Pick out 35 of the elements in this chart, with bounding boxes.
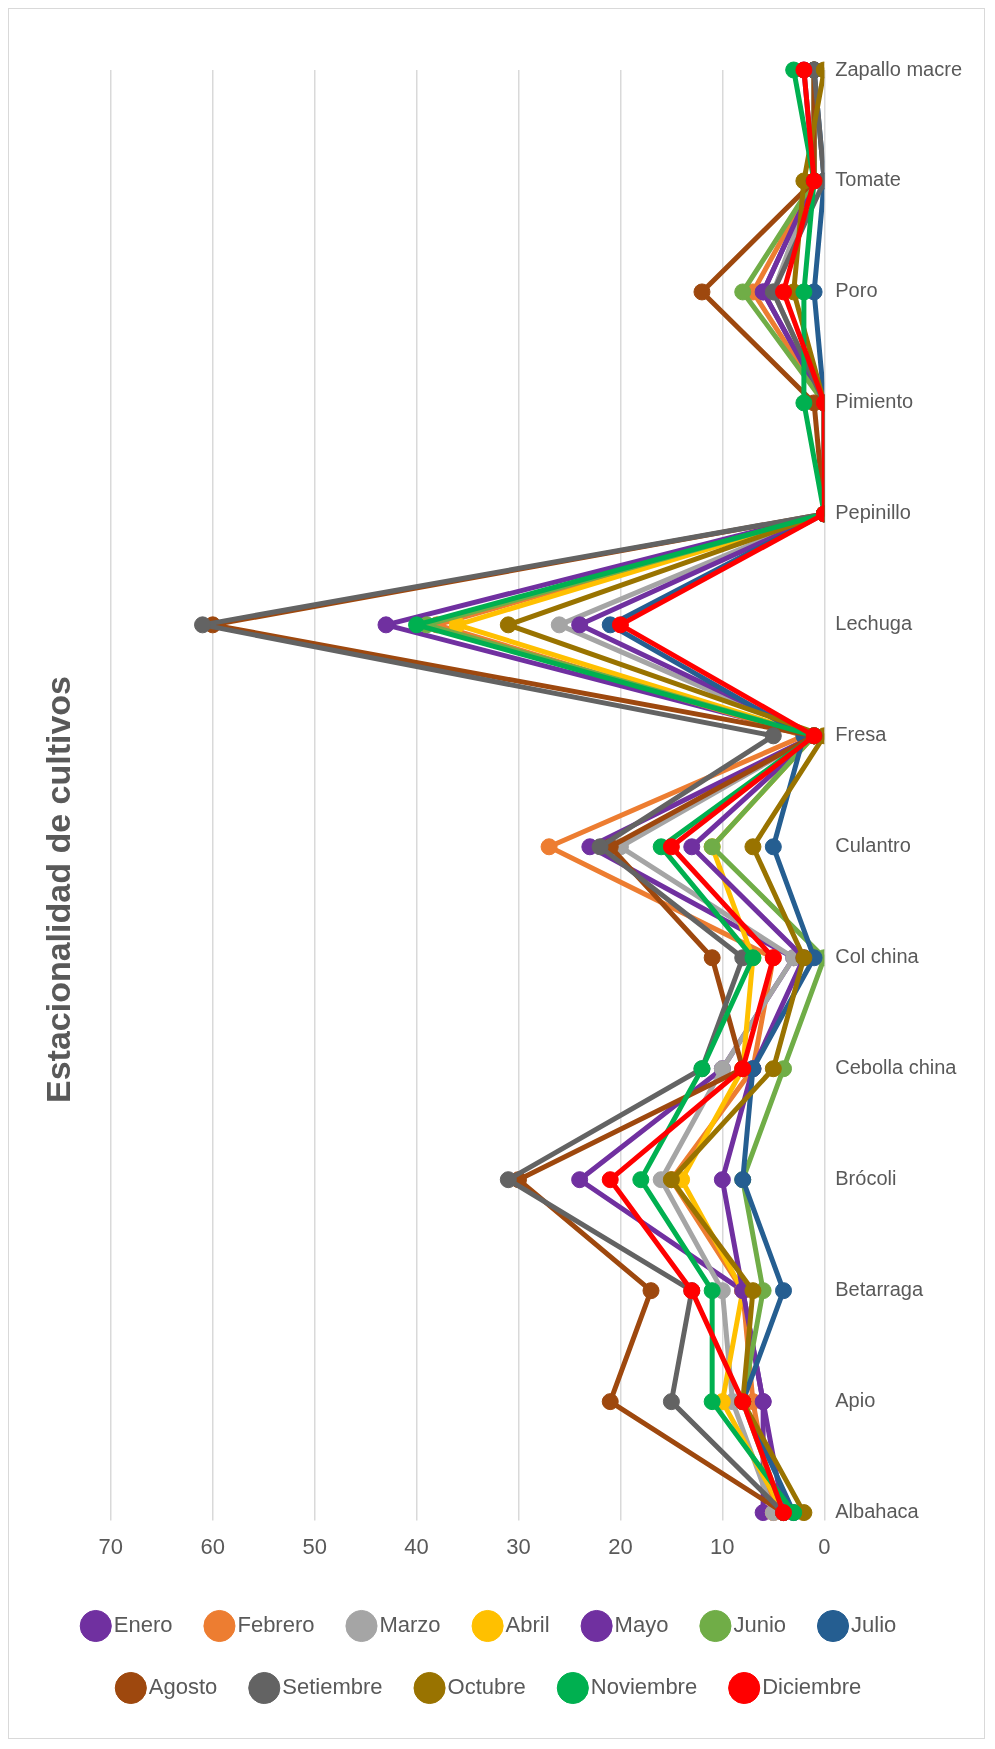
y-tick-label: Albahaca [835, 1500, 920, 1523]
legend-label: Setiembre [282, 1674, 383, 1700]
legend-label: Julio [851, 1612, 897, 1638]
legend-label: Abril [505, 1612, 550, 1638]
legend-label: Enero [113, 1612, 173, 1638]
x-tick-label: 60 [200, 1533, 225, 1559]
text: Estacionalidad de cultivos [38, 675, 77, 1104]
x-tick-label: 10 [710, 1533, 735, 1559]
legend-label: Diciembre [762, 1674, 862, 1700]
y-tick-label: Brócoli [835, 1167, 897, 1190]
y-tick-label: Pimiento [835, 390, 914, 413]
legend-label: Mayo [614, 1612, 669, 1638]
x-tick-label: 70 [98, 1533, 124, 1559]
y-tick-label: Lechuga [835, 612, 913, 635]
legend-label: Marzo [379, 1612, 441, 1638]
legend-label: Agosto [148, 1674, 218, 1700]
y-tick-label: Culantro [835, 834, 911, 857]
y-tick-label: Apio [835, 1389, 876, 1412]
x-tick-label: 50 [302, 1533, 327, 1559]
y-tick-label: Cebolla china [835, 1056, 958, 1079]
y-tick-label: Betarraga [835, 1278, 924, 1301]
legend-label: Febrero [237, 1612, 315, 1638]
x-tick-label: 0 [818, 1533, 831, 1559]
y-tick-label: Col china [835, 945, 920, 968]
y-tick-label: Poro [835, 279, 878, 302]
legend-label: Noviembre [590, 1674, 698, 1700]
x-tick-label: 40 [404, 1533, 429, 1559]
x-tick-label: 20 [608, 1533, 633, 1559]
legend-label: Octubre [447, 1674, 526, 1700]
y-tick-label: Tomate [835, 168, 901, 191]
x-tick-label: 30 [506, 1533, 531, 1559]
y-tick-label: Fresa [835, 723, 888, 746]
y-tick-label: Zapallo macre [835, 57, 962, 80]
legend-label: Junio [733, 1612, 787, 1638]
y-tick-label: Pepinillo [835, 501, 911, 524]
